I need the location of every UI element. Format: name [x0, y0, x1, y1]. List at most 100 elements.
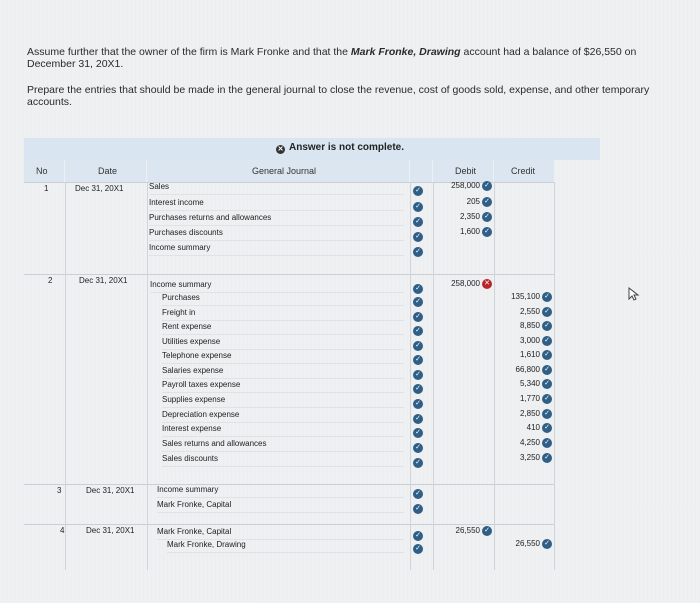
entry-number: 2: [48, 276, 53, 285]
credit-field[interactable]: 4,250 ✓: [520, 438, 552, 448]
credit-field[interactable]: 26,550 ✓: [516, 539, 552, 549]
column-divider: [147, 484, 148, 524]
account-check: ✓: [413, 351, 423, 369]
credit-value: 8,850: [519, 321, 540, 331]
check-circle-icon: ✓: [413, 413, 423, 424]
debit-value: 258,000: [451, 279, 480, 289]
check-circle-icon: ✓: [413, 398, 423, 409]
question-line-2: December 31, 20X1.: [27, 58, 124, 70]
credit-value: 1,610: [519, 350, 540, 360]
debit-field[interactable]: 205 ✓: [467, 197, 492, 207]
credit-value: 3,000: [519, 336, 540, 346]
check-circle-icon: ✓: [542, 423, 552, 433]
account-check: ✓: [413, 439, 423, 457]
credit-field[interactable]: 66,800 ✓: [516, 365, 552, 375]
check-circle-icon: ✓: [542, 292, 552, 302]
account-check: ✓: [413, 366, 423, 384]
header-credit: Credit: [494, 160, 554, 182]
header-no: No: [24, 160, 64, 182]
answer-status-banner: ✕ Answer is not complete.: [24, 138, 600, 160]
account-field[interactable]: Sales discounts: [162, 452, 404, 467]
account-field[interactable]: Mark Fronke, Capital: [157, 498, 404, 513]
check-circle-icon: ✓: [413, 488, 423, 499]
credit-value: 3,250: [519, 453, 540, 463]
debit-field[interactable]: 258,000 ✕: [451, 279, 492, 289]
debit-field[interactable]: 1,600 ✓: [460, 227, 492, 237]
account-field[interactable]: Rent expense: [162, 320, 404, 335]
account-field[interactable]: Purchases returns and allowances: [149, 211, 404, 226]
credit-field[interactable]: 3,250 ✓: [520, 453, 552, 463]
account-field[interactable]: Income summary: [149, 241, 404, 256]
account-field[interactable]: Salaries expense: [162, 364, 404, 379]
question-line-3: Prepare the entries that should be made …: [27, 84, 650, 96]
credit-value: 26,550: [515, 539, 540, 549]
credit-field[interactable]: 3,000 ✓: [520, 336, 552, 346]
account-field[interactable]: Telephone expense: [162, 349, 404, 364]
journal-entry: [24, 524, 554, 571]
entry-date[interactable]: Dec 31, 20X1: [86, 486, 135, 495]
account-field[interactable]: Purchases: [162, 291, 404, 306]
debit-value: 258,000: [451, 181, 480, 191]
credit-field[interactable]: 135,100 ✓: [511, 292, 552, 302]
account-field[interactable]: Sales returns and allowances: [162, 437, 404, 452]
check-circle-icon: ✓: [413, 340, 423, 351]
credit-field[interactable]: 1,610 ✓: [520, 350, 552, 360]
entry-date[interactable]: Dec 31, 20X1: [75, 184, 124, 193]
credit-field[interactable]: 2,850 ✓: [520, 409, 552, 419]
credit-field[interactable]: 8,850 ✓: [520, 321, 552, 331]
account-check: ✓: [413, 182, 423, 200]
account-field[interactable]: Interest expense: [162, 422, 404, 437]
account-field[interactable]: Interest income: [149, 196, 404, 211]
credit-field[interactable]: 2,550 ✓: [520, 307, 552, 317]
account-field[interactable]: Income summary: [150, 278, 404, 293]
account-field[interactable]: Income summary: [157, 483, 404, 498]
debit-value: 1,600: [459, 227, 480, 237]
check-circle-icon: ✓: [413, 383, 423, 394]
check-circle-icon: ✓: [542, 438, 552, 448]
check-circle-icon: ✓: [482, 227, 492, 237]
column-divider: [65, 484, 66, 524]
debit-field[interactable]: 258,000 ✓: [451, 181, 492, 191]
account-field[interactable]: Sales: [149, 180, 404, 195]
check-circle-icon: ✓: [482, 197, 492, 207]
column-divider: [433, 484, 434, 524]
entry-number: 4: [60, 526, 65, 535]
column-divider: [65, 274, 66, 484]
entry-date[interactable]: Dec 31, 20X1: [86, 526, 135, 535]
account-check: ✓: [413, 395, 423, 413]
entry-date[interactable]: Dec 31, 20X1: [79, 276, 128, 285]
account-field[interactable]: Payroll taxes expense: [162, 378, 404, 393]
account-check: ✓: [413, 540, 423, 558]
credit-value: 5,340: [519, 379, 540, 389]
check-circle-icon: ✓: [542, 539, 552, 549]
account-field[interactable]: Depreciation expense: [162, 408, 404, 423]
account-field[interactable]: Purchases discounts: [149, 226, 404, 241]
question-line-4: accounts.: [27, 96, 72, 108]
account-field[interactable]: Utilities expense: [162, 335, 404, 350]
account-field[interactable]: Supplies expense: [162, 393, 404, 408]
check-circle-icon: ✓: [413, 296, 423, 307]
check-circle-icon: ✓: [413, 201, 423, 212]
column-divider: [494, 484, 495, 524]
check-circle-icon: ✓: [413, 427, 423, 438]
journal-entry: [24, 274, 554, 485]
account-check: ✓: [413, 308, 423, 326]
debit-field[interactable]: 26,550 ✓: [456, 526, 492, 536]
account-field[interactable]: Mark Fronke, Drawing: [167, 538, 404, 553]
debit-field[interactable]: 2,350 ✓: [460, 212, 492, 222]
check-circle-icon: ✓: [542, 394, 552, 404]
column-divider: [410, 484, 411, 524]
check-circle-icon: ✓: [413, 325, 423, 336]
check-circle-icon: ✓: [413, 369, 423, 380]
account-check: ✓: [413, 198, 423, 216]
debit-value: 26,550: [455, 526, 480, 536]
credit-field[interactable]: 410 ✓: [527, 423, 552, 433]
credit-field[interactable]: 5,340 ✓: [520, 379, 552, 389]
check-circle-icon: ✓: [482, 526, 492, 536]
account-field[interactable]: Mark Fronke, Capital: [157, 525, 404, 540]
credit-field[interactable]: 1,770 ✓: [520, 394, 552, 404]
account-check: ✓: [413, 485, 423, 503]
account-field[interactable]: Freight in: [162, 306, 404, 321]
account-check: ✓: [413, 322, 423, 340]
check-circle-icon: ✓: [413, 283, 423, 294]
